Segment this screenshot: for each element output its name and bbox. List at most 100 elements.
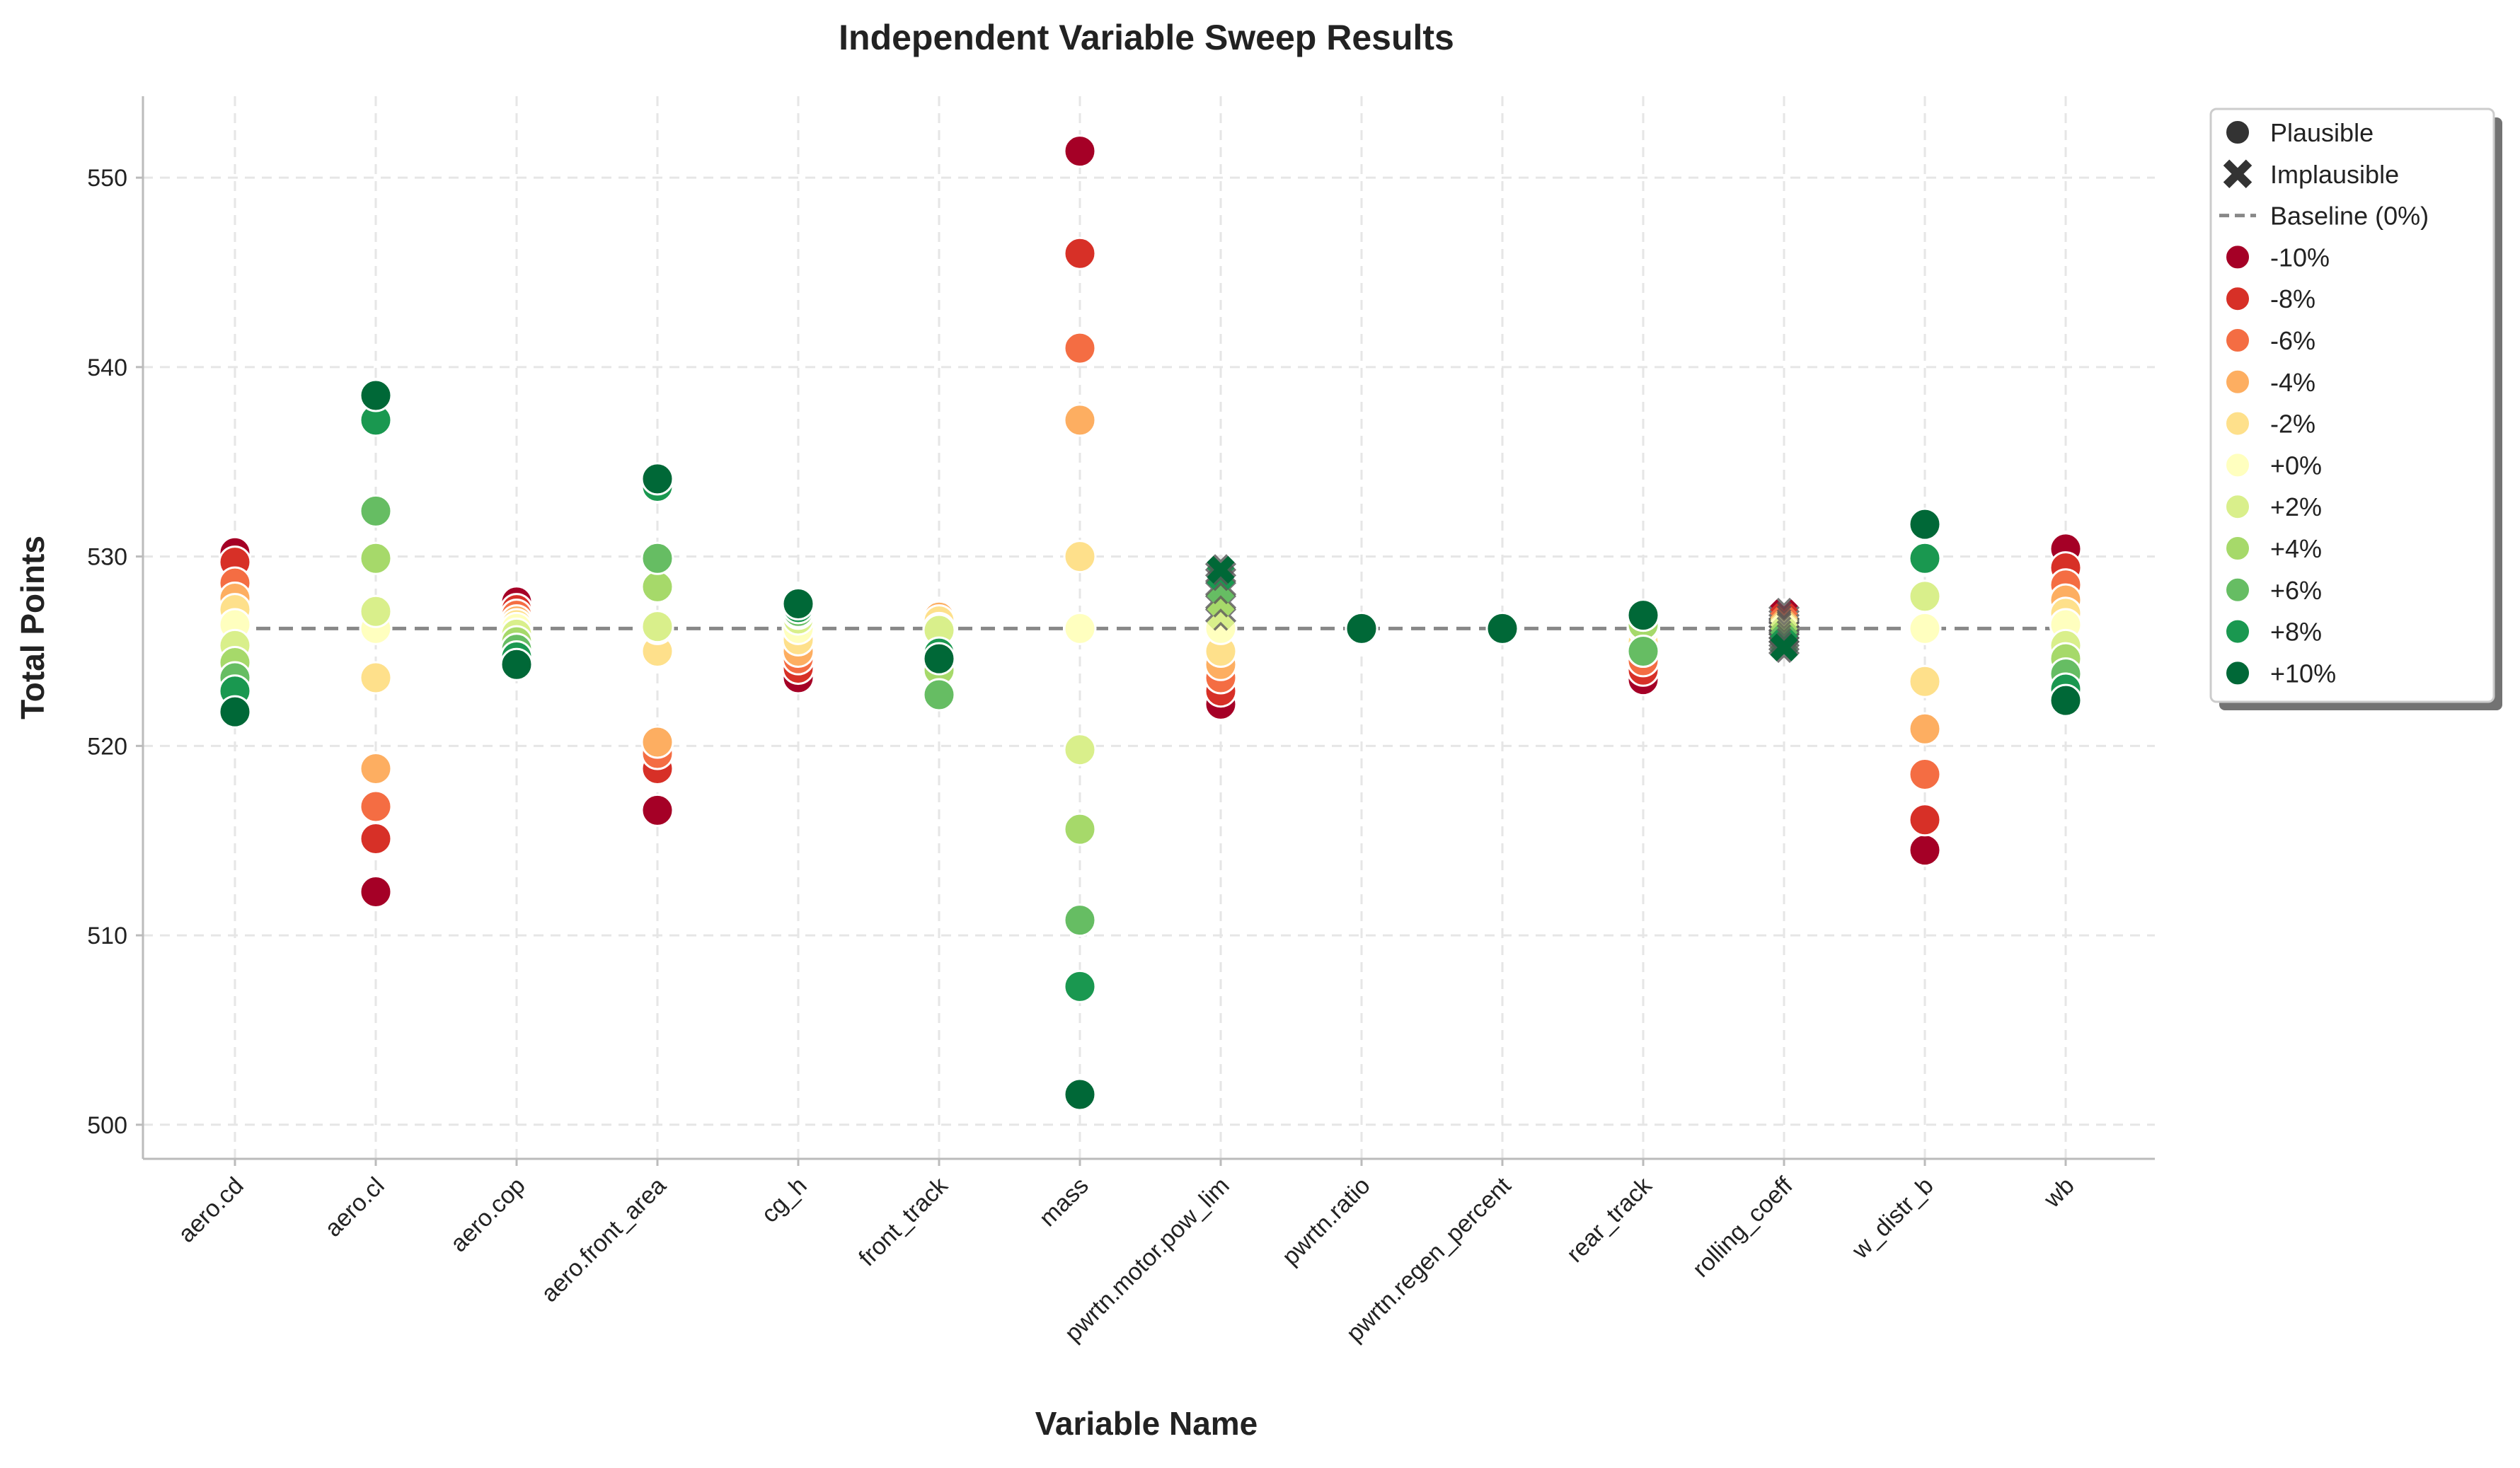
data-point <box>1626 599 1660 632</box>
data-point <box>218 695 252 729</box>
x-marker-stroke <box>1207 555 1235 584</box>
data-point <box>1063 903 1097 937</box>
data-point <box>640 570 674 603</box>
data-point <box>359 661 393 695</box>
y-tick-label: 550 <box>87 165 127 192</box>
data-point <box>1908 611 1942 645</box>
data-point <box>1908 757 1942 791</box>
legend-marker <box>2225 494 2250 520</box>
data-point <box>1908 541 1942 575</box>
data-point <box>1345 611 1379 645</box>
data-point <box>922 642 956 676</box>
legend-entry: -8% <box>2225 284 2315 313</box>
legend-label: +6% <box>2270 576 2322 605</box>
legend-entry: +2% <box>2225 492 2322 521</box>
legend-entry: +10% <box>2225 659 2336 688</box>
data-point <box>1063 611 1097 645</box>
legend-marker <box>2225 286 2250 312</box>
legend-label: +2% <box>2270 492 2322 521</box>
data-point <box>1063 812 1097 846</box>
legend-marker <box>2225 660 2250 686</box>
legend-entry: +6% <box>2225 576 2322 605</box>
legend-box <box>2209 108 2495 703</box>
legend-label: -4% <box>2270 368 2315 397</box>
legend-label: +4% <box>2270 534 2322 563</box>
data-point <box>1908 803 1942 837</box>
data-point <box>1908 833 1942 867</box>
legend-marker <box>2225 618 2250 645</box>
legend-entry: +8% <box>2225 618 2322 647</box>
data-point <box>359 594 393 628</box>
legend-label: Baseline (0%) <box>2270 202 2429 231</box>
legend-entry: +0% <box>2225 451 2322 480</box>
legend-entry: -4% <box>2225 368 2315 397</box>
x-axis-label: Variable Name <box>1035 1405 1258 1442</box>
legend-entry: Implausible <box>2223 159 2399 189</box>
y-tick-label: 510 <box>87 923 127 949</box>
data-point <box>1626 634 1660 668</box>
data-point <box>1908 507 1942 541</box>
data-point <box>1063 540 1097 574</box>
data-point <box>922 678 956 712</box>
legend-marker <box>2225 244 2250 270</box>
legend-marker <box>2223 159 2253 189</box>
data-point <box>640 462 674 496</box>
legend-entry: -10% <box>2225 243 2330 272</box>
data-point-implausible <box>1768 632 1800 664</box>
data-point <box>1063 403 1097 437</box>
legend-entry: -6% <box>2225 326 2315 355</box>
data-point <box>2049 683 2083 717</box>
legend-marker <box>2225 536 2250 561</box>
data-point <box>640 725 674 759</box>
data-point <box>1063 236 1097 270</box>
legend-marker <box>2225 369 2250 395</box>
data-point <box>359 378 393 412</box>
data-point <box>1485 611 1519 645</box>
data-point <box>1908 579 1942 613</box>
data-point-implausible <box>1204 554 1237 586</box>
data-point <box>1063 331 1097 365</box>
data-point <box>359 790 393 823</box>
legend-label: -8% <box>2270 284 2315 313</box>
legend-entry: -2% <box>2225 410 2315 439</box>
legend-label: +0% <box>2270 451 2322 480</box>
data-point <box>1063 1077 1097 1111</box>
data-point <box>640 610 674 644</box>
data-point <box>640 541 674 575</box>
data-point <box>359 751 393 785</box>
legend-label: +8% <box>2270 618 2322 647</box>
data-point <box>1908 664 1942 698</box>
legend-label: -2% <box>2270 410 2315 439</box>
legend-label: -6% <box>2270 326 2315 355</box>
data-point <box>1063 733 1097 767</box>
legend-label: -10% <box>2270 243 2330 272</box>
legend: Plausible Implausible Baseline (0%) -10% -8%… <box>2209 108 2502 710</box>
legend-marker <box>2225 120 2250 145</box>
y-axis-label: Total Points <box>14 536 51 719</box>
data-point <box>359 541 393 575</box>
data-point <box>1063 969 1097 1003</box>
data-point <box>781 587 815 621</box>
axes <box>136 96 2155 1166</box>
data-point <box>1063 134 1097 168</box>
chart-title: Independent Variable Sweep Results <box>839 18 1454 57</box>
legend-marker <box>2225 452 2250 478</box>
y-tick-label: 520 <box>87 733 127 760</box>
data-point <box>1908 712 1942 746</box>
legend-entry: +4% <box>2225 534 2322 563</box>
legend-label: Plausible <box>2270 118 2374 147</box>
legend-label: Implausible <box>2270 160 2399 189</box>
legend-entry: Plausible <box>2225 118 2374 147</box>
legend-marker <box>2225 410 2250 437</box>
legend-entries: Plausible Implausible Baseline (0%) -10% -8%… <box>2219 118 2429 688</box>
legend-marker <box>2225 328 2250 353</box>
x-marker-stroke <box>1770 633 1798 661</box>
data-point <box>359 822 393 856</box>
data-points <box>218 134 2083 1111</box>
data-point <box>500 647 534 681</box>
y-tick-label: 530 <box>87 544 127 571</box>
data-point <box>359 494 393 528</box>
